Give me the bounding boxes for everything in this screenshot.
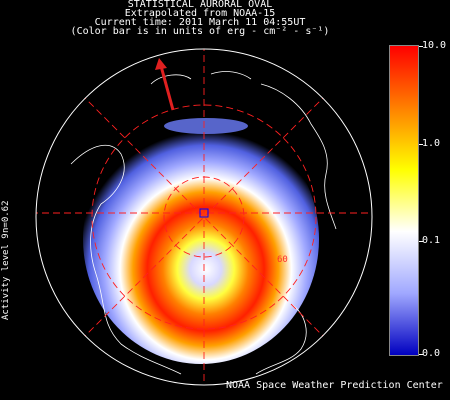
colorbar-tickmark-1 <box>419 144 423 145</box>
dayside-aurora-band <box>164 118 248 134</box>
colorbar-tick-0-1: 0.1 <box>422 235 441 246</box>
colorbar-tickmark-0-1 <box>419 241 423 242</box>
meridian-diagonal-1 <box>80 93 328 341</box>
pole-marker <box>199 208 209 218</box>
colorbar-tick-1: 1.0 <box>422 138 441 149</box>
colorbar-tickmark-0 <box>419 354 423 355</box>
colorbar-tick-0: 0.0 <box>422 348 441 359</box>
title-line-1: STATISTICAL AURORAL OVAL <box>127 0 273 10</box>
auroral-oval-shape <box>83 114 319 364</box>
credit-label: NOAA Space Weather Prediction Center <box>226 380 443 391</box>
sun-direction-arrowhead <box>155 58 167 70</box>
colorbar-tick-10: 10.0 <box>422 40 447 51</box>
meridian-diagonal-2 <box>80 93 328 341</box>
title-line-3: Current time: 2011 March 11 04:55UT <box>94 17 306 28</box>
title-block: STATISTICAL AURORAL OVAL Extrapolated fr… <box>0 0 400 37</box>
colorbar <box>389 45 419 356</box>
sun-direction-arrow <box>159 65 175 111</box>
title-line-2: Extrapolated from NOAA-15 <box>124 8 276 19</box>
continent-outlines <box>70 71 337 375</box>
map-boundary-circle <box>35 48 373 386</box>
n-value-label: n=0.62 <box>1 200 11 233</box>
latitude-label-60: 60 <box>277 255 288 265</box>
activity-level-label: Activity level 9 <box>1 233 11 320</box>
auroral-oval-map: 60 <box>35 48 373 386</box>
latitude-60-circle <box>91 104 317 330</box>
title-line-4: (Color bar is in units of erg - cm⁻² - s… <box>70 26 330 37</box>
colorbar-tickmark-10 <box>419 46 423 47</box>
